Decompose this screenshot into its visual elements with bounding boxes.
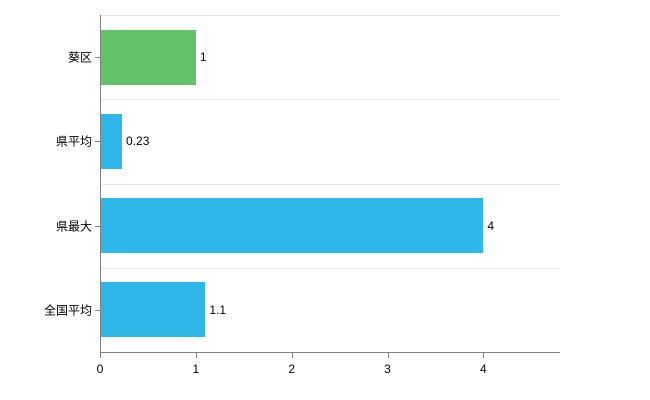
gridline <box>100 99 560 101</box>
x-tick <box>195 353 197 358</box>
y-tick <box>95 141 100 143</box>
bar-全国平均[interactable] <box>100 282 206 338</box>
category-label: 県平均 <box>55 134 92 149</box>
x-tick-label: 0 <box>96 362 104 376</box>
y-tick <box>95 57 100 59</box>
y-tick <box>95 225 100 227</box>
value-label: 1 <box>199 50 207 65</box>
category-label: 葵区 <box>67 50 92 65</box>
bar-葵区[interactable] <box>100 29 196 85</box>
y-axis-line <box>100 15 101 353</box>
bar-県平均[interactable] <box>100 113 123 169</box>
gridline <box>100 267 560 269</box>
value-label: 4 <box>487 218 495 233</box>
category-label: 県最大 <box>55 219 92 234</box>
x-tick-label: 3 <box>384 362 391 376</box>
gridline <box>100 15 560 16</box>
value-label: 0.23 <box>126 134 150 149</box>
gridline <box>100 183 560 185</box>
x-tick <box>483 353 485 358</box>
x-tick <box>100 353 101 358</box>
plot-area: 1 0.23 4 1.1 <box>100 15 560 352</box>
x-tick-label: 4 <box>479 362 487 376</box>
x-tick <box>291 353 293 358</box>
y-tick <box>95 309 100 311</box>
x-tick <box>387 353 389 358</box>
category-label: 全国平均 <box>43 303 92 318</box>
bar-県最大[interactable] <box>100 198 484 254</box>
x-axis-line <box>100 352 560 353</box>
x-tick-label: 2 <box>288 362 295 376</box>
value-label: 1.1 <box>209 302 227 317</box>
x-tick-label: 1 <box>192 362 200 376</box>
